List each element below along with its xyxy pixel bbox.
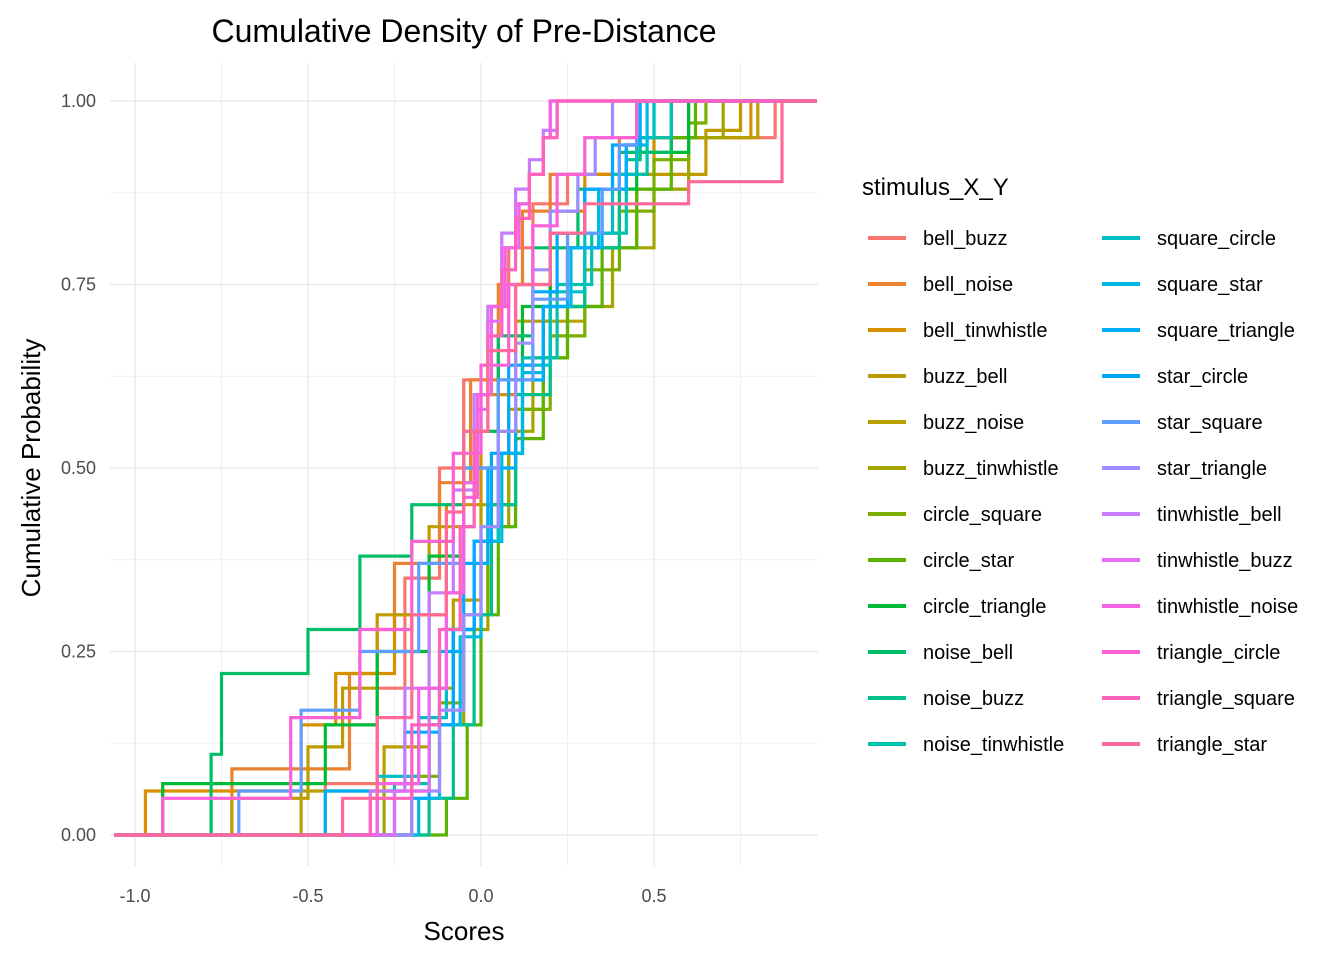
series-line-circle_star — [114, 99, 817, 837]
legend-label: triangle_circle — [1157, 642, 1280, 664]
legend-label: noise_buzz — [923, 688, 1024, 710]
legend-label: buzz_bell — [923, 366, 1008, 388]
series-line-triangle_star — [114, 99, 817, 837]
legend-label: circle_triangle — [923, 596, 1046, 618]
x-tick-labels: -1.0 -0.5 0.0 0.5 — [119, 886, 666, 906]
series-lines — [114, 99, 817, 837]
legend-label: tinwhistle_buzz — [1157, 550, 1293, 572]
legend-label: bell_tinwhistle — [923, 320, 1048, 342]
legend-label: bell_noise — [923, 274, 1013, 296]
x-tick-label: 0.5 — [641, 886, 666, 906]
legend-label: bell_buzz — [923, 228, 1008, 250]
legend-label: noise_bell — [923, 642, 1013, 664]
legend-label: square_triangle — [1157, 320, 1295, 342]
series-line-triangle_circle — [114, 99, 817, 837]
y-tick-label: 0.25 — [61, 642, 96, 662]
y-tick-labels: 0.00 0.25 0.50 0.75 1.00 — [61, 91, 96, 845]
legend-label: circle_square — [923, 504, 1042, 526]
legend-label: star_circle — [1157, 366, 1248, 388]
y-tick-label: 1.00 — [61, 91, 96, 111]
legend-label: noise_tinwhistle — [923, 734, 1064, 756]
legend-label: star_triangle — [1157, 458, 1267, 480]
legend-label: square_circle — [1157, 228, 1276, 250]
legend-label: buzz_tinwhistle — [923, 458, 1059, 480]
legend-title: stimulus_X_Y — [862, 174, 1009, 201]
legend-label: tinwhistle_bell — [1157, 504, 1282, 526]
y-tick-label: 0.75 — [61, 275, 96, 295]
x-tick-label: -1.0 — [119, 886, 150, 906]
legend-label: square_star — [1157, 274, 1263, 296]
chart-title: Cumulative Density of Pre-Distance — [211, 13, 716, 49]
legend-label: star_square — [1157, 412, 1263, 434]
legend-label: triangle_star — [1157, 734, 1267, 756]
x-axis-title: Scores — [424, 916, 505, 946]
legend-label: buzz_noise — [923, 412, 1024, 434]
x-tick-label: -0.5 — [292, 886, 323, 906]
y-tick-label: 0.00 — [61, 825, 96, 845]
x-tick-label: 0.0 — [468, 886, 493, 906]
legend-label: circle_star — [923, 550, 1014, 572]
legend-label: tinwhistle_noise — [1157, 596, 1298, 618]
legend-label: triangle_square — [1157, 688, 1295, 710]
y-axis-title: Cumulative Probability — [16, 339, 46, 598]
series-line-star_square — [114, 99, 817, 837]
legend: bell_buzz bell_noise bell_tinwhistle buzz_b… — [868, 228, 1298, 756]
y-tick-label: 0.50 — [61, 458, 96, 478]
